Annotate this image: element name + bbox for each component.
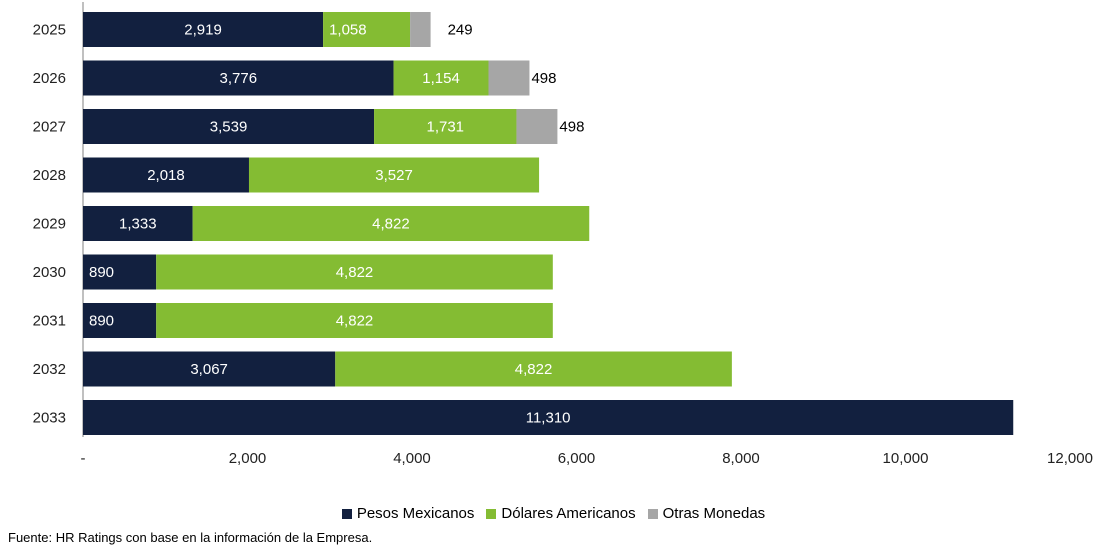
legend-swatch-pesos [341,508,352,519]
y-tick-label: 2030 [33,264,66,281]
legend-label-otras: Otras Monedas [662,505,766,522]
data-label: 1,731 [426,119,464,136]
bar-segment [83,157,249,193]
x-tick-label: - [81,450,86,467]
y-tick-label: 2028 [33,167,66,184]
bar-segment [516,109,558,144]
data-label: 498 [559,119,584,136]
bar-segment [83,303,157,338]
legend-item-pesos: Pesos Mexicanos [341,505,475,522]
data-label: 249 [448,22,473,39]
data-label: 890 [89,313,114,330]
bar-segment [410,12,431,47]
legend-swatch-dolares [486,508,497,519]
data-label: 3,539 [210,119,248,136]
x-tick-label: 10,000 [883,450,929,467]
bar-segment [83,60,394,96]
x-tick-label: 12,000 [1047,450,1093,467]
bar-segment [83,12,324,47]
y-tick-label: 2031 [33,313,66,330]
bar-segment [323,12,411,47]
data-label: 498 [531,70,556,87]
data-label: 1,333 [119,216,157,233]
bar-segment [488,60,530,96]
data-label: 3,067 [190,361,228,378]
y-tick-label: 2029 [33,216,66,233]
data-label: 890 [89,264,114,281]
y-tick-label: 2027 [33,119,66,136]
legend-label-pesos: Pesos Mexicanos [356,505,475,522]
x-tick-label: 6,000 [558,450,596,467]
y-tick-label: 2033 [33,410,66,427]
bar-segment [156,254,553,290]
bar-segment [192,206,590,241]
x-tick-label: 2,000 [229,450,267,467]
bar-segment [335,351,732,387]
source-note: Fuente: HR Ratings con base en la inform… [8,530,373,545]
data-label: 2,018 [147,167,185,184]
y-tick-label: 2032 [33,361,66,378]
bar-segment [83,351,336,387]
y-tick-label: 2025 [33,22,66,39]
bar-segment [156,303,553,338]
legend-item-dolares: Dólares Americanos [486,505,636,522]
bar-segment [393,60,489,96]
data-label: 4,822 [515,361,553,378]
data-label: 3,527 [375,167,413,184]
legend-item-otras: Otras Monedas [647,505,766,522]
data-label: 11,310 [526,410,571,427]
data-label: 4,822 [336,264,374,281]
x-tick-label: 8,000 [722,450,760,467]
legend-swatch-otras [647,508,658,519]
bar-segment [83,109,375,144]
data-label: 4,822 [372,216,410,233]
data-label: 4,822 [336,313,374,330]
bar-segment [83,400,1014,435]
bar-segment [374,109,517,144]
data-label: 1,154 [422,70,460,87]
bar-segment [248,157,540,193]
bar-chart: 2025 2,919 1,058 249 2026 3,776 1,154 498 2027 3,… [33,2,1093,467]
legend-label-dolares: Dólares Americanos [501,505,636,522]
data-label: 3,776 [220,70,258,87]
bar-segment [83,254,157,290]
y-tick-label: 2026 [33,70,66,87]
legend: Pesos Mexicanos Dólares Americanos Otras… [0,505,1107,522]
data-label: 1,058 [329,22,367,39]
data-label: 2,919 [184,22,222,39]
bar-segment [83,206,193,241]
x-tick-label: 4,000 [393,450,431,467]
